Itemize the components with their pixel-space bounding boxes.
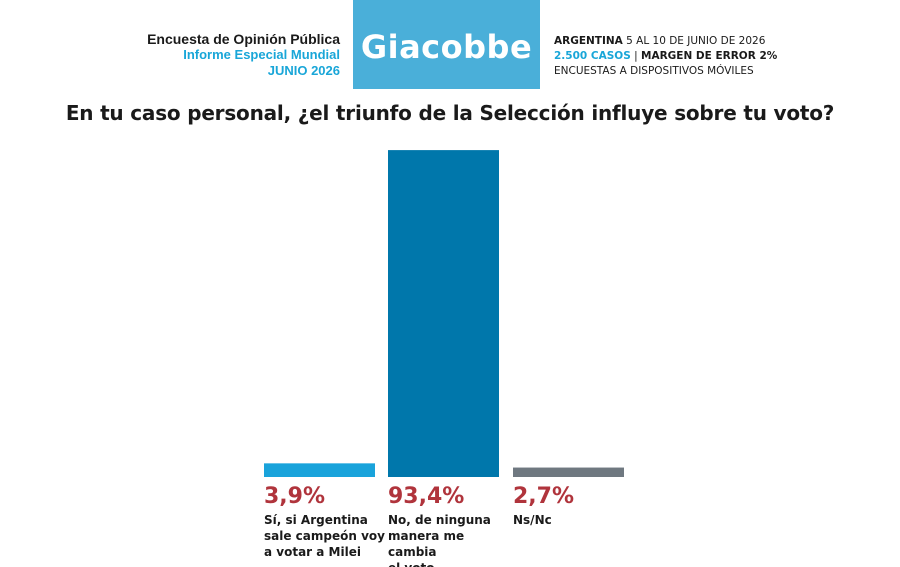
- bar-label-3: 2,7% Ns/Nc: [513, 485, 638, 528]
- survey-margin: MARGEN DE ERROR 2%: [641, 50, 778, 62]
- bar-value-label: 93,4%: [388, 484, 465, 509]
- survey-sample: 2.500 CASOS | MARGEN DE ERROR 2%: [554, 49, 777, 64]
- bar-label-2: 93,4% No, de ninguna manera me cambiael vo…: [388, 485, 513, 567]
- bar-value-label: 3,9%: [264, 484, 326, 509]
- bar-category-label: No, de ninguna manera me cambiael voto: [388, 512, 513, 567]
- survey-details: ARGENTINA 5 AL 10 DE JUNIO DE 2026 2.500…: [554, 34, 777, 79]
- bar-category-label: Ns/Nc: [513, 512, 638, 528]
- category-line: Sí, si Argentina: [264, 513, 368, 527]
- survey-title: Encuesta de Opinión Pública: [147, 31, 340, 47]
- bar-label-1: 3,9% Sí, si Argentina sale campeón voy a vo…: [264, 485, 389, 560]
- category-line: a votar a Milei: [264, 545, 361, 559]
- survey-cases: 2.500 CASOS: [554, 50, 631, 62]
- survey-method: ENCUESTAS A DISPOSITIVOS MÓVILES: [554, 65, 754, 77]
- survey-dates: 5 AL 10 DE JUNIO DE 2026: [626, 35, 766, 47]
- chart-title: En tu caso personal, ¿el triunfo de la S…: [65, 101, 835, 125]
- report-date: JUNIO 2026: [267, 63, 340, 78]
- brand-name: Giacobbe: [360, 27, 533, 66]
- bar-value-label: 2,7%: [513, 484, 575, 509]
- category-line: No, de ninguna: [388, 513, 491, 527]
- report-name: Informe Especial Mundial: [183, 47, 340, 62]
- bar-1: [264, 463, 375, 477]
- survey-country-dates: ARGENTINA 5 AL 10 DE JUNIO DE 2026: [554, 34, 777, 49]
- category-line: manera me cambia: [388, 529, 465, 559]
- separator: |: [634, 50, 638, 62]
- bar-2: [388, 150, 499, 477]
- bar-3: [513, 467, 624, 477]
- category-line: sale campeón voy: [264, 529, 385, 543]
- brand-logo: Giacobbe: [353, 0, 540, 89]
- survey-country: ARGENTINA: [554, 35, 623, 47]
- bar-category-label: Sí, si Argentina sale campeón voy a votar …: [264, 512, 389, 560]
- category-line: el voto: [388, 560, 513, 567]
- survey-info: Encuesta de Opinión Pública Informe Espe…: [147, 31, 340, 79]
- category-line: Ns/Nc: [513, 513, 552, 527]
